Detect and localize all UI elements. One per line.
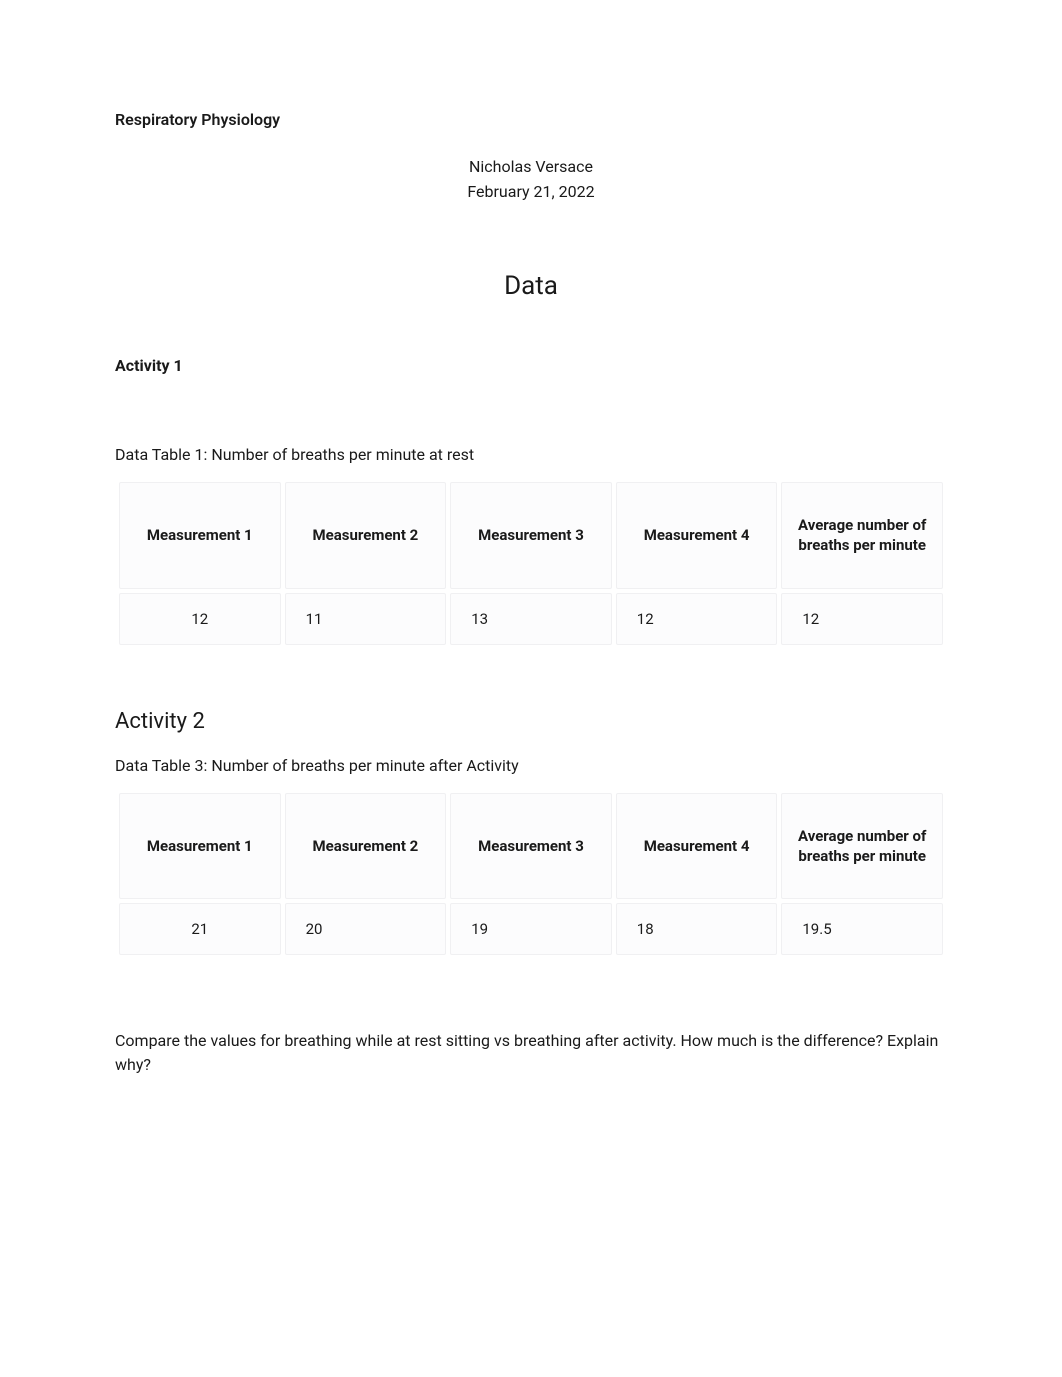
- column-header: Average number of breaths per minute: [781, 793, 943, 900]
- table-cell: 19: [450, 903, 612, 955]
- section-heading: Data: [115, 271, 947, 301]
- table-row: 21 20 19 18 19.5: [119, 903, 943, 955]
- column-header: Measurement 3: [450, 482, 612, 589]
- column-header: Measurement 1: [119, 793, 281, 900]
- table-3-caption: Data Table 3: Number of breaths per minu…: [115, 756, 947, 775]
- column-header: Average number of breaths per minute: [781, 482, 943, 589]
- column-header: Measurement 4: [616, 482, 778, 589]
- table-header-row: Measurement 1 Measurement 2 Measurement …: [119, 482, 943, 589]
- table-row: 12 11 13 12 12: [119, 593, 943, 645]
- column-header: Measurement 2: [285, 793, 447, 900]
- table-header-row: Measurement 1 Measurement 2 Measurement …: [119, 793, 943, 900]
- author-name: Nicholas Versace: [115, 157, 947, 176]
- table-1-caption: Data Table 1: Number of breaths per minu…: [115, 445, 947, 464]
- table-cell: 13: [450, 593, 612, 645]
- data-table-3: Measurement 1 Measurement 2 Measurement …: [115, 789, 947, 960]
- table-cell: 12: [781, 593, 943, 645]
- activity-1-label: Activity 1: [115, 356, 947, 375]
- question-prompt: Compare the values for breathing while a…: [115, 1029, 947, 1077]
- table-cell: 21: [119, 903, 281, 955]
- table-cell: 12: [616, 593, 778, 645]
- column-header: Measurement 1: [119, 482, 281, 589]
- column-header: Measurement 2: [285, 482, 447, 589]
- activity-2-label: Activity 2: [115, 709, 947, 734]
- table-cell: 11: [285, 593, 447, 645]
- document-title: Respiratory Physiology: [115, 110, 947, 129]
- table-cell: 12: [119, 593, 281, 645]
- table-cell: 18: [616, 903, 778, 955]
- data-table-1: Measurement 1 Measurement 2 Measurement …: [115, 478, 947, 649]
- document-date: February 21, 2022: [115, 182, 947, 201]
- table-cell: 20: [285, 903, 447, 955]
- column-header: Measurement 4: [616, 793, 778, 900]
- column-header: Measurement 3: [450, 793, 612, 900]
- table-cell: 19.5: [781, 903, 943, 955]
